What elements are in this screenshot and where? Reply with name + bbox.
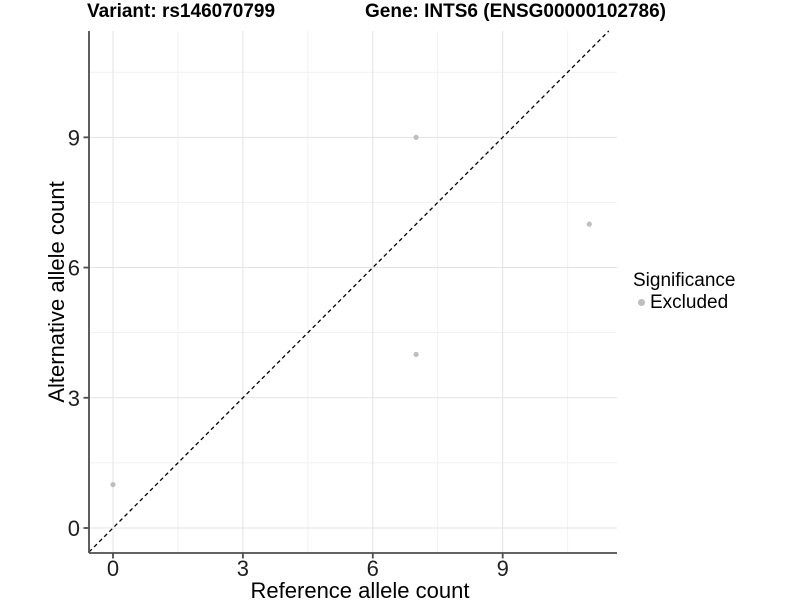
y-axis-title: Alternative allele count [44, 181, 69, 402]
x-axis-title: Reference allele count [251, 578, 470, 600]
data-point [586, 221, 592, 227]
legend-title: Significance [633, 270, 736, 291]
data-point [110, 481, 116, 488]
identity-dashed-line [88, 30, 610, 553]
x-tick-label: 6 [367, 556, 379, 581]
data-point [413, 351, 419, 357]
y-tick-label: 9 [68, 125, 80, 150]
plot-title-variant: Variant: rs146070799 [87, 1, 276, 22]
data-point [413, 134, 419, 140]
y-tick-label: 6 [68, 256, 80, 281]
x-tick-label: 9 [497, 556, 509, 581]
x-tick-label: 3 [237, 556, 249, 581]
plot-title-gene: Gene: INTS6 (ENSG00000102786) [365, 1, 666, 22]
legend-item-excluded: Excluded [633, 292, 735, 313]
legend-item-label: Excluded [650, 292, 729, 313]
legend: Significance Excluded [633, 270, 735, 313]
y-tick-label: 3 [68, 386, 80, 411]
x-tick-label: 0 [107, 556, 119, 581]
y-tick-label: 0 [68, 516, 80, 541]
legend-point-icon [638, 299, 645, 306]
